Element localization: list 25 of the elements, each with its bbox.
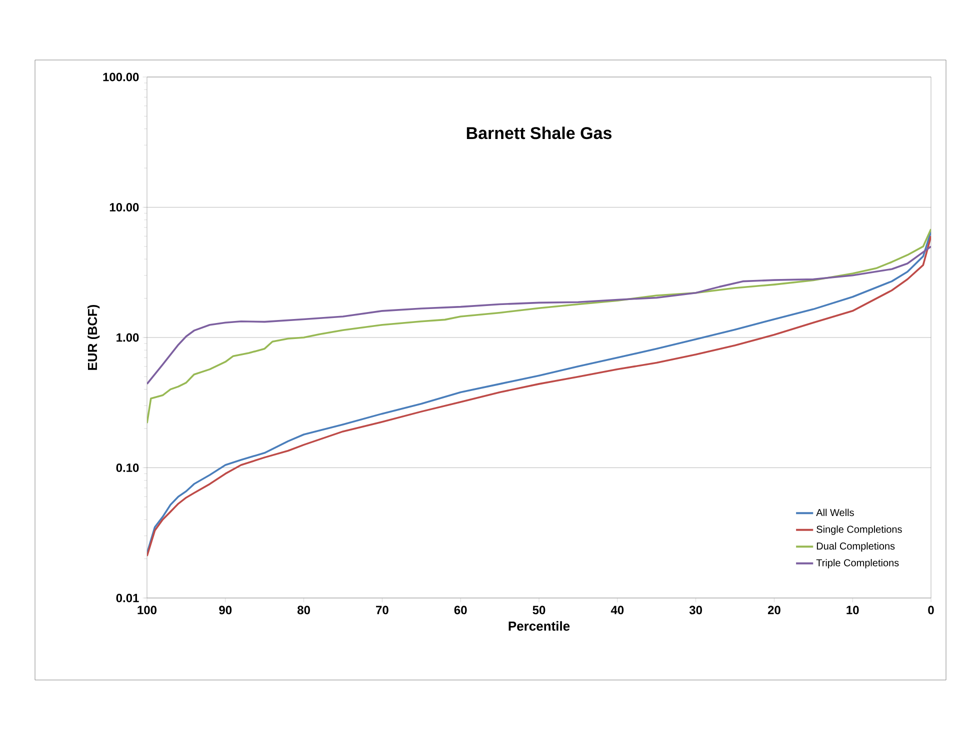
x-tick-label: 40 bbox=[610, 606, 624, 614]
x-tick-label: 90 bbox=[219, 606, 232, 614]
text: Barnett Shale Gas bbox=[466, 126, 612, 140]
x-tick-label: 30 bbox=[689, 606, 702, 614]
y-tick-label: 100.00 bbox=[103, 72, 139, 82]
x-tick-label: 50 bbox=[532, 606, 546, 614]
line-series bbox=[146, 246, 931, 385]
x-tick-label: 70 bbox=[376, 606, 388, 614]
legend-label: Dual Completions bbox=[816, 542, 895, 552]
y-axis-title: EUR (BCF) bbox=[88, 304, 100, 370]
legend-label: All Wells bbox=[816, 508, 854, 516]
y-tick-label: 0.10 bbox=[116, 464, 139, 472]
x-tick-label: 60 bbox=[454, 606, 467, 614]
x-axis-title: Percentile bbox=[508, 621, 570, 631]
x-tick-label: 0 bbox=[928, 606, 934, 614]
x-tick-label: 100 bbox=[138, 606, 157, 614]
x-tick-label: 20 bbox=[768, 606, 780, 614]
y-tick-label: 0.01 bbox=[116, 594, 139, 602]
legend-label: Triple Completions bbox=[816, 559, 899, 568]
x-tick-label: 10 bbox=[846, 606, 859, 614]
x-tick-label: 80 bbox=[297, 606, 310, 614]
y-tick-label: 1.00 bbox=[116, 333, 139, 342]
y-tick-label: 10.00 bbox=[110, 203, 139, 212]
legend-label: Single Completions bbox=[816, 526, 902, 535]
line-series bbox=[146, 228, 931, 424]
